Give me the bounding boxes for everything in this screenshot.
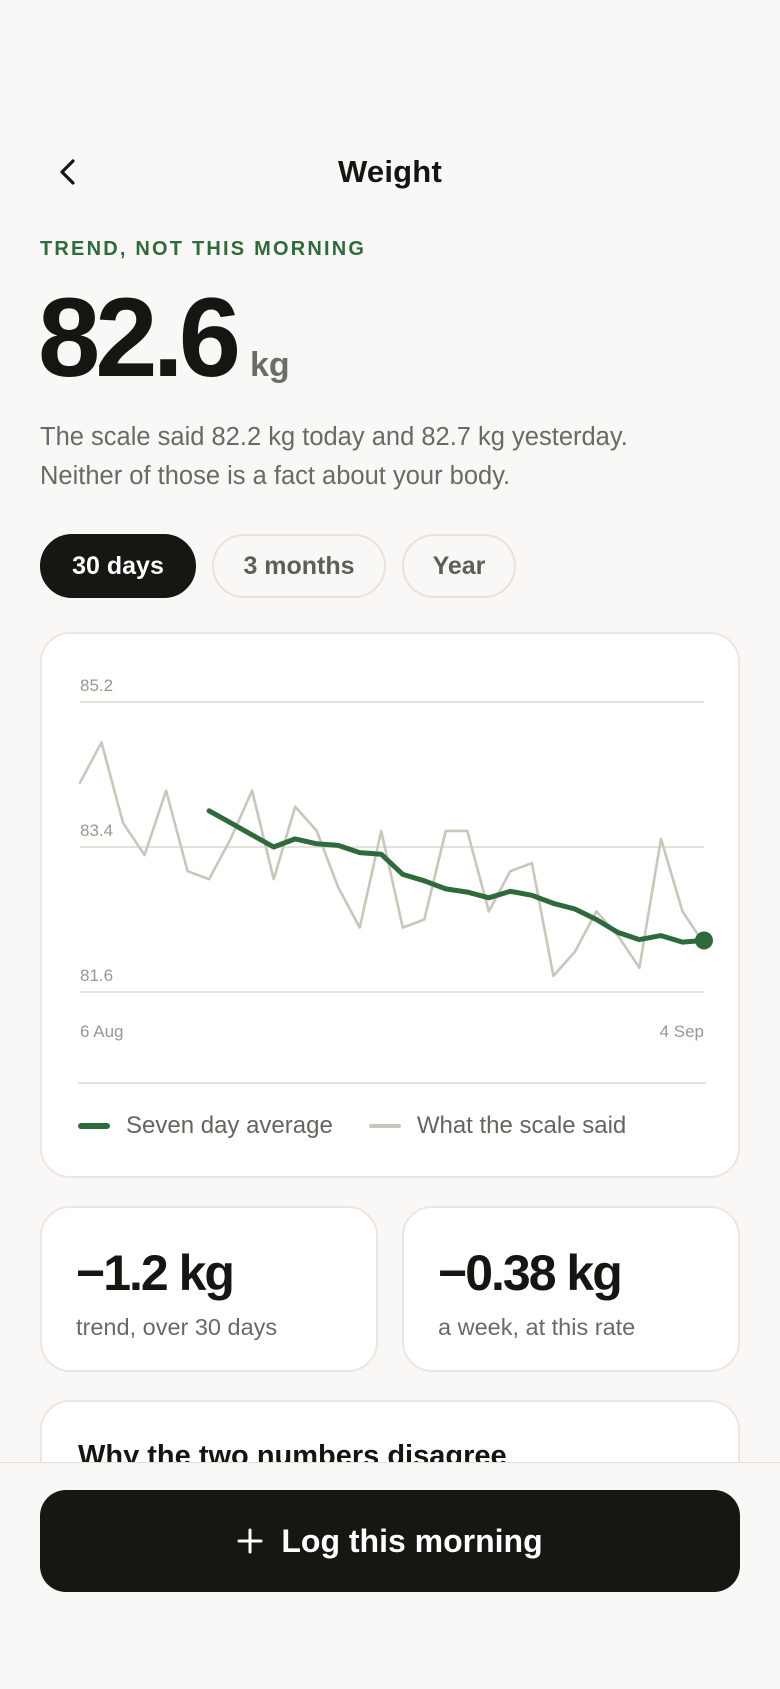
description-line-1: The scale said 82.2 kg today and 82.7 kg…	[40, 423, 628, 451]
x-tick-label-start: 6 Aug	[80, 1022, 124, 1041]
plus-icon	[237, 1528, 263, 1554]
log-morning-button[interactable]: Log this morning	[40, 1490, 740, 1592]
tab-3-months[interactable]: 3 months	[212, 534, 386, 598]
trend-number: 82.6	[38, 275, 241, 400]
header-bar: Weight	[0, 148, 780, 196]
stat-card-rate: −0.38 kg a week, at this rate	[402, 1206, 740, 1372]
legend-item-scale: What the scale said	[368, 1112, 627, 1140]
description-line-2: Neither of those is a fact about your bo…	[40, 462, 511, 490]
stat-trend-value: −1.2 kg	[76, 1245, 235, 1301]
average-swatch	[78, 1123, 110, 1129]
average-last-point	[695, 931, 713, 950]
legend-label-average: Seven day average	[126, 1112, 333, 1139]
y-tick-label: 85.2	[80, 676, 113, 695]
x-tick-label-end: 4 Sep	[660, 1022, 704, 1041]
trend-description: The scale said 82.2 kg today and 82.7 kg…	[40, 418, 740, 496]
scale-readings-line	[78, 741, 706, 978]
page-title: Weight	[338, 154, 442, 189]
seven-day-average-line	[206, 808, 707, 945]
weight-chart-card: 85.2 83.4 81.6 6 Aug 4 Sep Seven day average…	[40, 632, 740, 1178]
stat-trend-label: trend, over 30 days	[76, 1314, 278, 1340]
stat-card-trend: −1.2 kg trend, over 30 days	[40, 1206, 378, 1372]
back-button[interactable]	[50, 154, 86, 190]
weight-chart: 85.2 83.4 81.6 6 Aug 4 Sep	[78, 676, 713, 1084]
legend-item-average: Seven day average	[78, 1112, 333, 1140]
range-selector: 30 days 3 months Year	[40, 534, 516, 598]
stat-rate-value: −0.38 kg	[438, 1245, 623, 1301]
y-tick-label: 81.6	[80, 966, 113, 985]
log-morning-label: Log this morning	[281, 1522, 543, 1559]
y-tick-label: 83.4	[80, 821, 113, 840]
scale-swatch	[368, 1124, 401, 1128]
stat-rate-label: a week, at this rate	[438, 1314, 636, 1340]
chevron-left-icon	[60, 159, 75, 185]
tab-year[interactable]: Year	[402, 534, 516, 598]
legend-label-scale: What the scale said	[416, 1112, 627, 1139]
chart-legend: Seven day average What the scale said	[78, 1112, 662, 1140]
trend-eyebrow: TREND, NOT THIS MORNING	[40, 238, 367, 260]
bottom-action-bar: Log this morning	[0, 1462, 780, 1689]
current-trend-value: 82.6 kg	[38, 282, 290, 394]
trend-unit: kg	[249, 346, 290, 384]
tab-30-days[interactable]: 30 days	[40, 534, 196, 598]
